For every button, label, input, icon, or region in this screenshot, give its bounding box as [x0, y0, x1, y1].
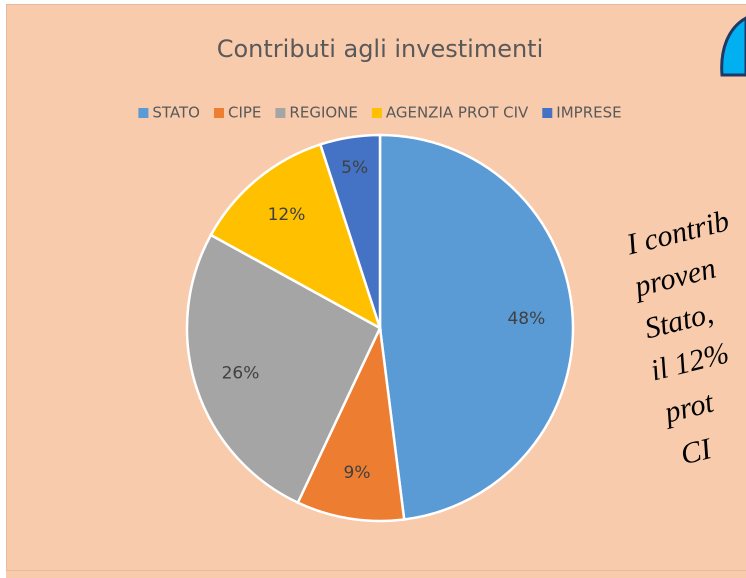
- pie-slice: [378, 133, 575, 521]
- legend-label: CIPE: [228, 104, 261, 122]
- legend: STATO CIPE REGIONE AGENZIA PROT CIV IMPRESE: [138, 104, 622, 122]
- legend-label: REGIONE: [289, 104, 357, 122]
- legend-label: STATO: [152, 104, 200, 122]
- chart-border: [6, 4, 746, 571]
- legend-label: IMPRESE: [556, 104, 621, 122]
- legend-item: IMPRESE: [542, 104, 622, 122]
- data-label: 26%: [222, 363, 260, 383]
- pie: 48% 9% 26% 12% 5%: [185, 133, 575, 523]
- pie-slice: [209, 142, 383, 331]
- legend-item: CIPE: [213, 104, 261, 122]
- data-label: 5%: [341, 158, 368, 178]
- chart-title: Contributi agli investimenti: [217, 35, 544, 63]
- data-label: 12%: [268, 205, 306, 225]
- legend-item: STATO: [138, 104, 200, 122]
- data-label: 9%: [344, 463, 371, 483]
- legend-item: REGIONE: [275, 104, 358, 122]
- data-label: 48%: [507, 309, 545, 329]
- legend-swatch: [275, 108, 286, 118]
- legend-swatch: [371, 108, 382, 118]
- legend-item: AGENZIA PROT CIV: [371, 104, 529, 122]
- legend-swatch: [138, 108, 149, 118]
- legend-label: AGENZIA PROT CIV: [386, 104, 529, 122]
- legend-swatch: [213, 108, 224, 118]
- pie-slice: [318, 133, 382, 329]
- legend-swatch: [542, 108, 553, 118]
- pie-slice: [296, 323, 406, 523]
